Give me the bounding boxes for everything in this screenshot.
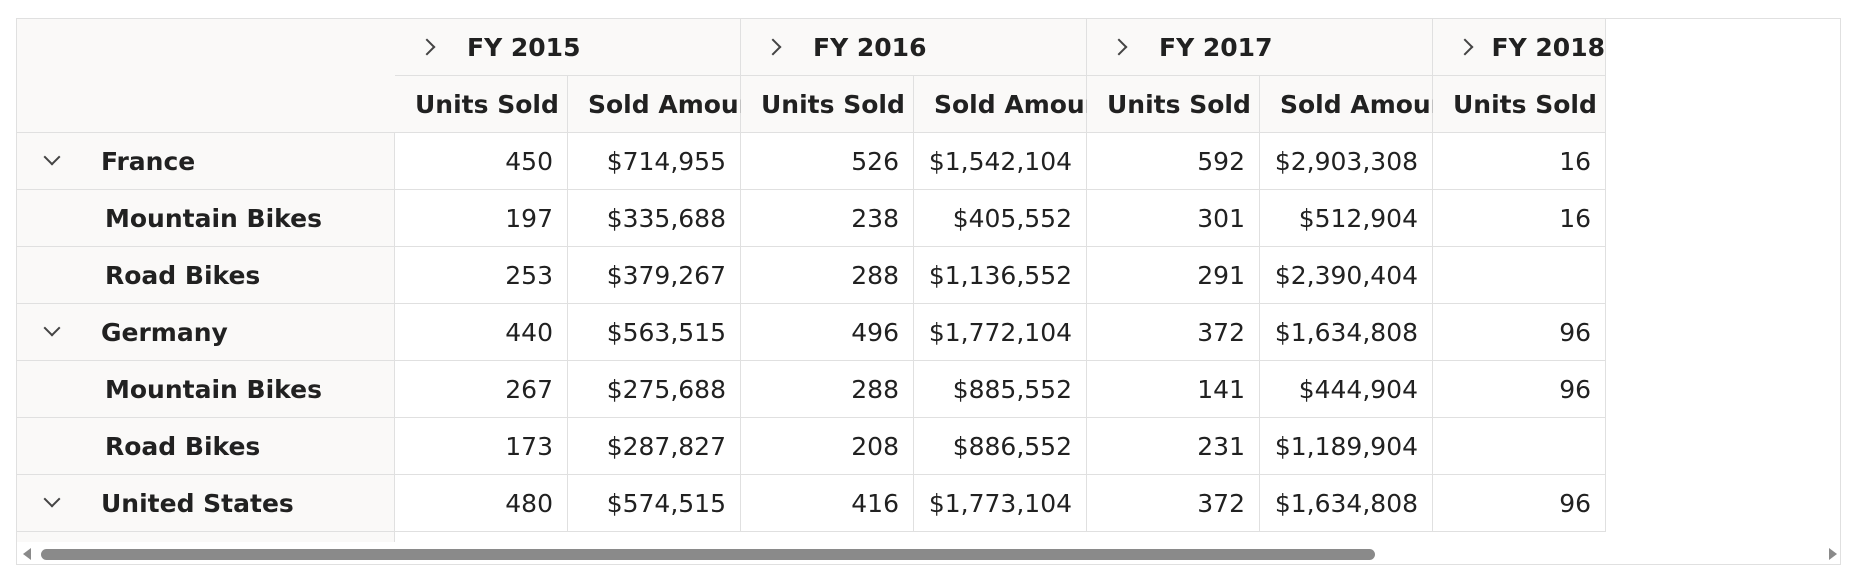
value-cell: 16 — [1433, 133, 1606, 190]
chevron-down-icon[interactable] — [37, 487, 69, 519]
column-header-year[interactable]: FY 2016 — [741, 19, 1087, 76]
value-cell: $287,827 — [568, 418, 741, 475]
value-cell: 440 — [395, 304, 568, 361]
value-cell: $885,552 — [914, 361, 1087, 418]
column-header-measure[interactable]: Units Sold — [1433, 76, 1606, 133]
value-cell: $886,552 — [914, 418, 1087, 475]
column-header-label: FY 2017 — [1159, 32, 1273, 62]
value-cell: 526 — [741, 133, 914, 190]
chevron-right-icon[interactable] — [1107, 31, 1139, 63]
column-header-measure[interactable]: Sold Amount — [1260, 76, 1460, 133]
value-cell: 288 — [741, 247, 914, 304]
row-header-group[interactable]: France — [17, 133, 395, 190]
value-cell: $714,955 — [568, 133, 741, 190]
chevron-right-icon[interactable] — [415, 31, 447, 63]
value-cell: 480 — [395, 475, 568, 532]
row-header-label: France — [101, 146, 196, 176]
value-cell: 288 — [741, 361, 914, 418]
value-cell: $275,688 — [568, 361, 741, 418]
row-header-group[interactable]: Germany — [17, 304, 395, 361]
pivot-viewport: FY 2015 Units Sold Sold Amount FY 2016 Units… — [17, 19, 1840, 542]
scroll-right-icon[interactable] — [1829, 548, 1837, 560]
row-header-item: Mountain Bikes — [17, 361, 395, 418]
value-cell: 16 — [1433, 190, 1606, 247]
value-cell: 267 — [395, 361, 568, 418]
value-cell: 372 — [1087, 475, 1260, 532]
column-header-label: FY 2018 — [1491, 32, 1605, 62]
value-cell: 231 — [1087, 418, 1260, 475]
value-cell: $512,904 — [1260, 190, 1433, 247]
row-header-label: United States — [101, 488, 294, 518]
value-cell: 301 — [1087, 190, 1260, 247]
horizontal-scrollbar[interactable] — [17, 542, 1840, 564]
value-cell: $1,773,104 — [914, 475, 1087, 532]
scroll-left-icon[interactable] — [23, 548, 31, 560]
value-cell: $1,634,808 — [1260, 304, 1433, 361]
chevron-down-icon[interactable] — [37, 145, 69, 177]
value-cell: 96 — [1433, 475, 1606, 532]
value-cell: $563,515 — [568, 304, 741, 361]
value-cell: $2,390,404 — [1260, 247, 1433, 304]
value-cell: $1,634,808 — [1260, 475, 1433, 532]
column-header-label: FY 2016 — [813, 32, 927, 62]
value-cell: $574,515 — [568, 475, 741, 532]
value-cell: $1,542,104 — [914, 133, 1087, 190]
value-cell: 96 — [1433, 304, 1606, 361]
value-cell: 450 — [395, 133, 568, 190]
value-cell: $1,189,904 — [1260, 418, 1433, 475]
value-cell: 96 — [1433, 361, 1606, 418]
chevron-down-icon[interactable] — [37, 316, 69, 348]
chevron-right-icon[interactable] — [1453, 31, 1472, 63]
column-header-measure[interactable]: Sold Amount — [568, 76, 768, 133]
row-header-item: Road Bikes — [17, 247, 395, 304]
row-header-item: Road Bikes — [17, 418, 395, 475]
value-cell: 496 — [741, 304, 914, 361]
chevron-right-icon[interactable] — [761, 31, 793, 63]
value-cell: 291 — [1087, 247, 1260, 304]
value-cell: 141 — [1087, 361, 1260, 418]
column-header-measure[interactable]: Units Sold — [741, 76, 914, 133]
column-header-year[interactable]: FY 2018 — [1433, 19, 1606, 76]
value-cell: 238 — [741, 190, 914, 247]
row-header-label: Road Bikes — [105, 260, 261, 290]
value-cell: 197 — [395, 190, 568, 247]
value-cell — [1433, 247, 1606, 304]
column-header-measure[interactable]: Sold Amount — [914, 76, 1114, 133]
column-header-year[interactable]: FY 2017 — [1087, 19, 1433, 76]
value-cell: 173 — [395, 418, 568, 475]
row-header-label: Germany — [101, 317, 228, 347]
value-cell: 416 — [741, 475, 914, 532]
value-cell: $1,772,104 — [914, 304, 1087, 361]
column-header-label: FY 2015 — [467, 32, 581, 62]
value-cell: $405,552 — [914, 190, 1087, 247]
row-header-label: Road Bikes — [105, 431, 261, 461]
column-header-year[interactable]: FY 2015 — [395, 19, 741, 76]
value-cell: 208 — [741, 418, 914, 475]
value-cell — [1433, 418, 1606, 475]
value-cell: $1,136,552 — [914, 247, 1087, 304]
value-cell: $444,904 — [1260, 361, 1433, 418]
corner-header — [17, 19, 395, 133]
value-cell: $379,267 — [568, 247, 741, 304]
value-cell: $2,903,308 — [1260, 133, 1433, 190]
horizontal-scroll-thumb[interactable] — [41, 549, 1375, 560]
row-header-item: Mountain Bikes — [17, 190, 395, 247]
value-cell: 372 — [1087, 304, 1260, 361]
pivot-table: FY 2015 Units Sold Sold Amount FY 2016 Units… — [16, 18, 1841, 565]
row-header-label: Mountain Bikes — [105, 203, 322, 233]
row-header-group[interactable]: United States — [17, 475, 395, 532]
column-header-measure[interactable]: Units Sold — [1087, 76, 1260, 133]
value-cell: $335,688 — [568, 190, 741, 247]
value-cell: 253 — [395, 247, 568, 304]
row-header-label: Mountain Bikes — [105, 374, 322, 404]
column-header-measure[interactable]: Units Sold — [395, 76, 568, 133]
value-cell: 592 — [1087, 133, 1260, 190]
